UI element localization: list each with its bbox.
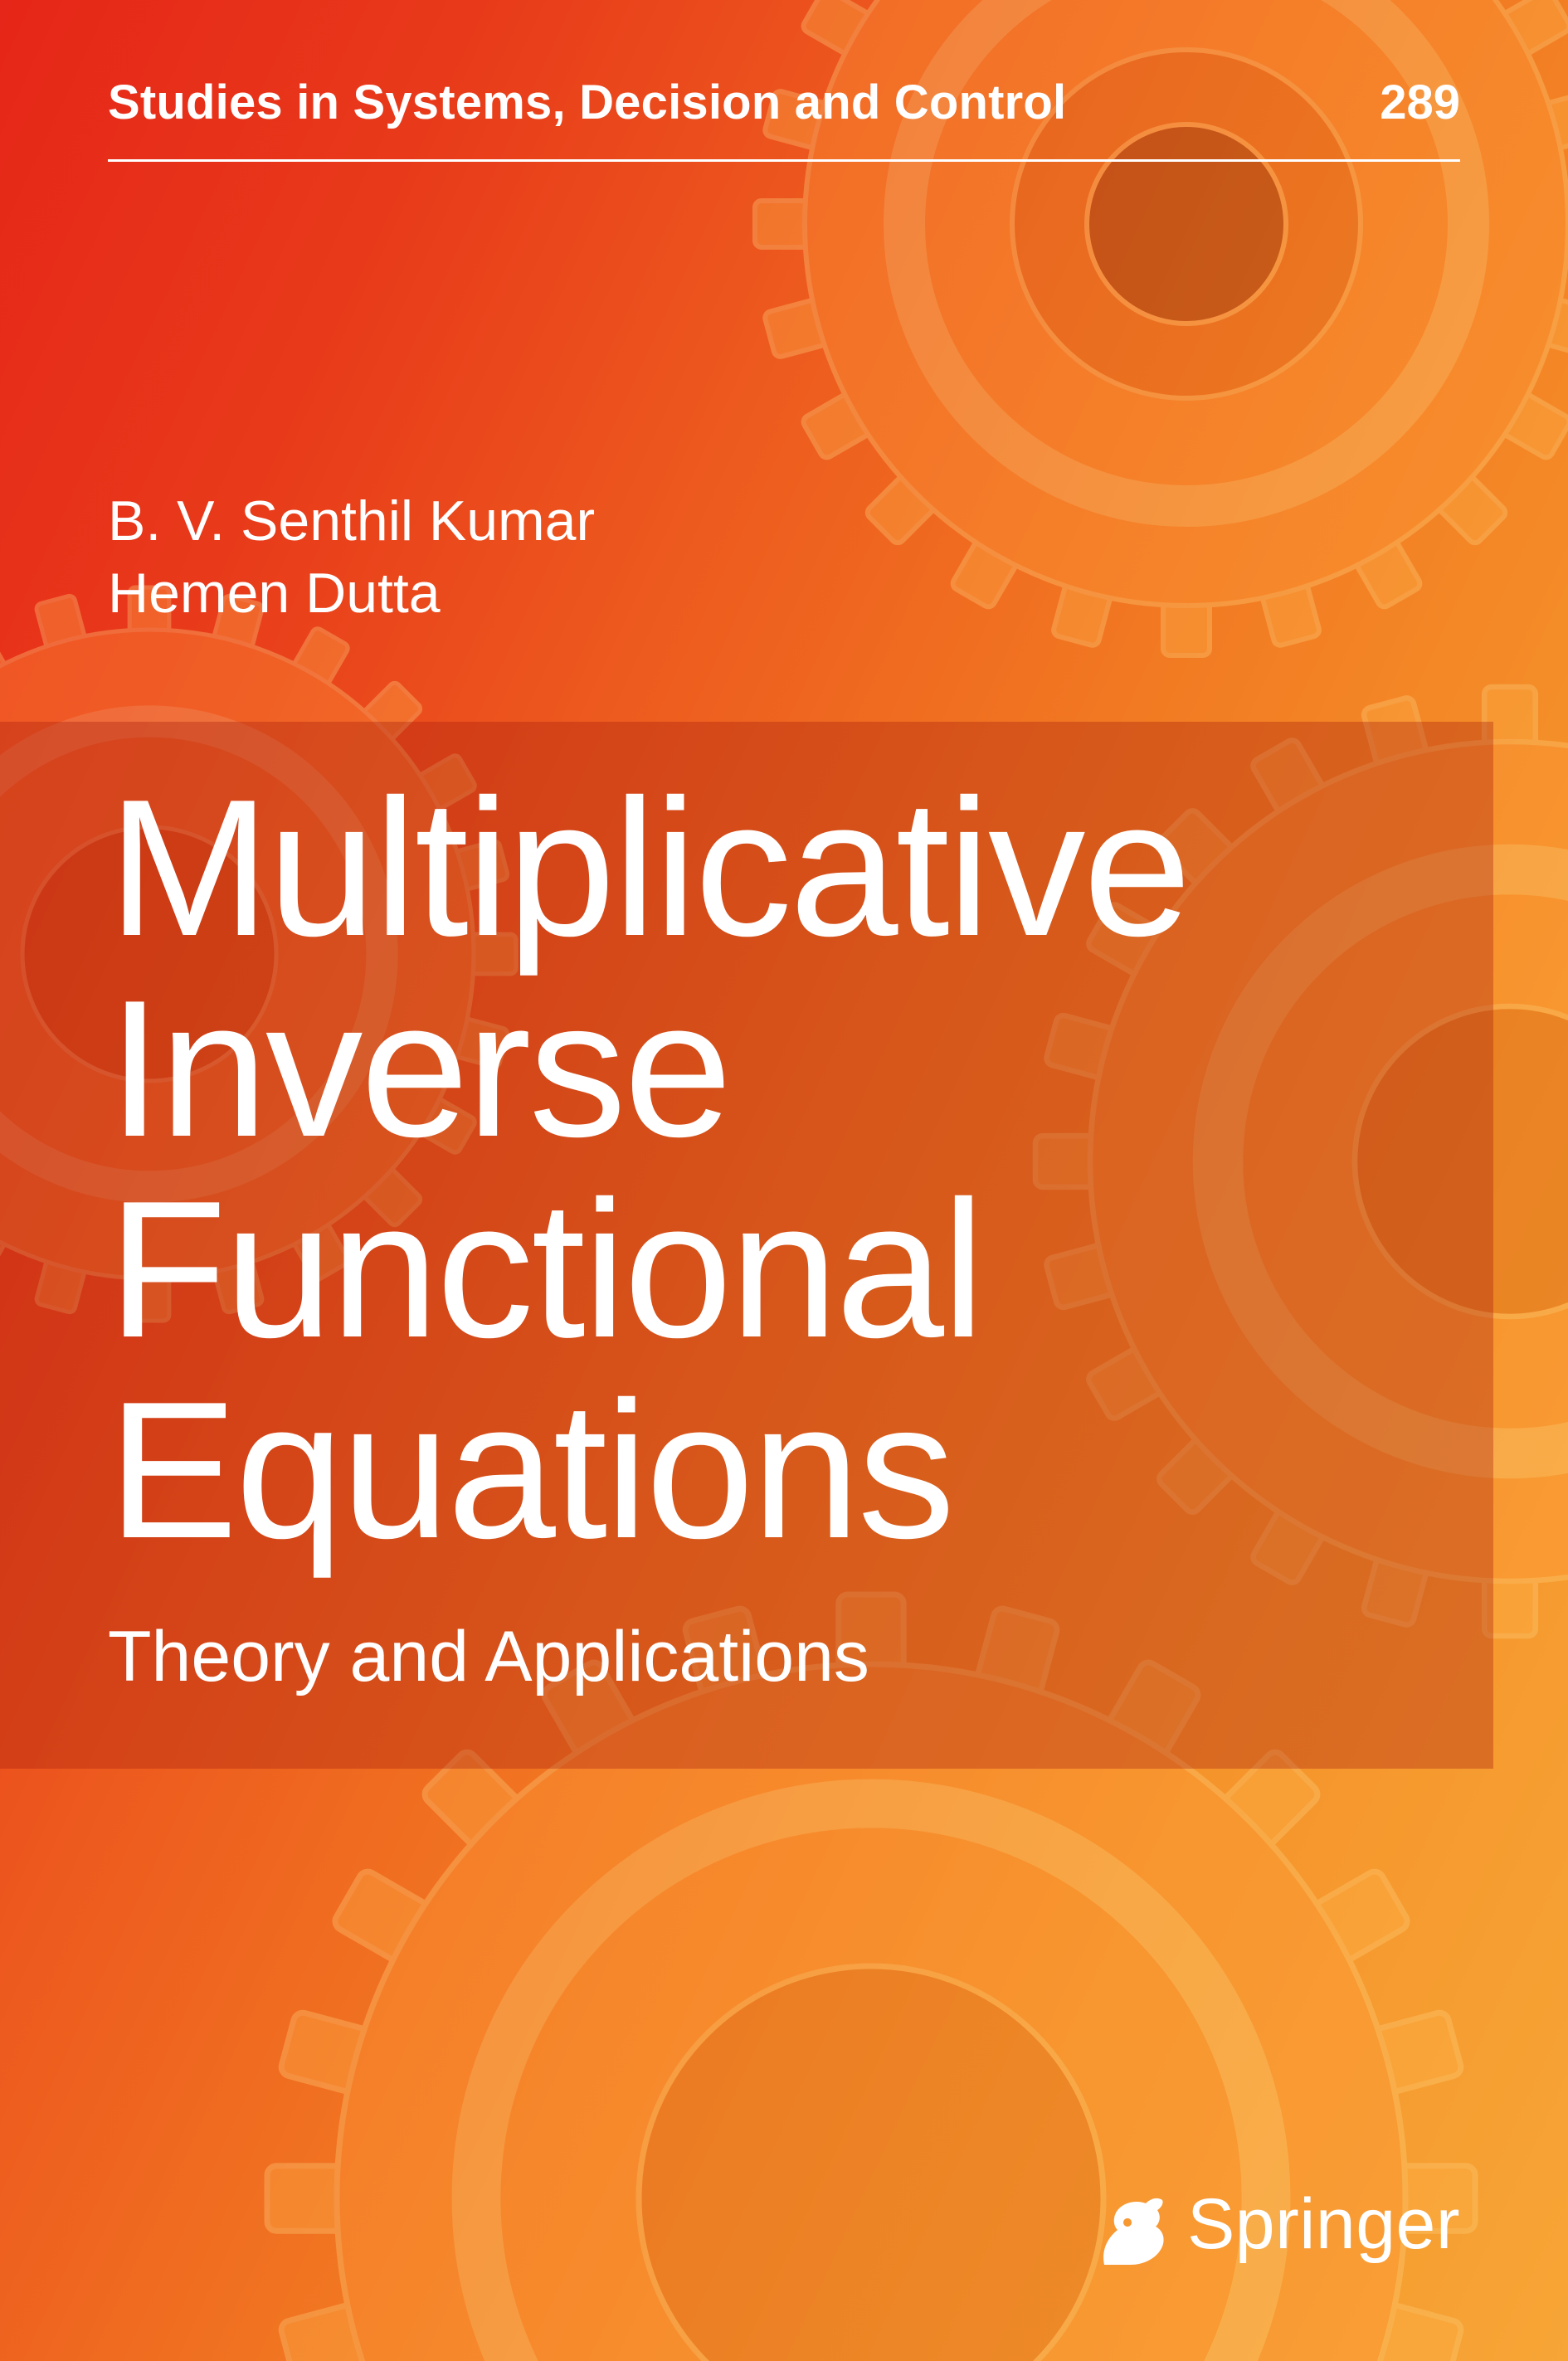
- authors-block: B. V. Senthil Kumar Hemen Dutta: [108, 485, 595, 630]
- series-number: 289: [1380, 75, 1460, 130]
- book-title: Multiplicative Inverse Functional Equati…: [108, 767, 1493, 1570]
- springer-horse-icon: [1089, 2178, 1169, 2270]
- title-line-2: Inverse: [108, 968, 1493, 1169]
- title-line-3: Functional: [108, 1169, 1493, 1370]
- title-band: Multiplicative Inverse Functional Equati…: [0, 722, 1493, 1769]
- series-rule: [108, 159, 1460, 162]
- title-line-1: Multiplicative: [108, 767, 1493, 968]
- series-name: Studies in Systems, Decision and Control: [108, 75, 1066, 130]
- title-line-4: Equations: [108, 1370, 1493, 1570]
- publisher-name: Springer: [1187, 2183, 1460, 2266]
- subtitle: Theory and Applications: [108, 1616, 1493, 1698]
- author-2: Hemen Dutta: [108, 557, 595, 630]
- publisher-block: Springer: [1089, 2178, 1460, 2270]
- series-bar: Studies in Systems, Decision and Control…: [0, 75, 1568, 130]
- author-1: B. V. Senthil Kumar: [108, 485, 595, 557]
- book-cover: Studies in Systems, Decision and Control…: [0, 0, 1568, 2361]
